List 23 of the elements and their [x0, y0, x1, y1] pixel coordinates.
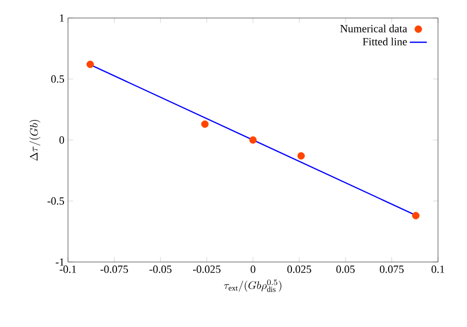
- x-tick-label: -0.05: [149, 266, 172, 273]
- point: [86, 60, 94, 68]
- x-tick-label: 0.025: [287, 266, 312, 273]
- point: [201, 120, 209, 128]
- y-tick-label: -0.5: [48, 197, 64, 205]
- legend-label: Numerical data: [340, 24, 408, 32]
- x-tick-label: 0.05: [336, 266, 355, 273]
- point: [249, 136, 257, 144]
- y-tick-label: -1: [56, 258, 64, 266]
- x-axis-title: $\tau_{\mathrm{ext}}/(Gb\rho_{\mathrm{dis}}^{0.5})$: [224, 280, 282, 292]
- point: [297, 152, 305, 160]
- x-tick-label: 0: [250, 266, 256, 273]
- legend-label: Fitted line: [362, 38, 407, 46]
- x-tick-label: 0.1: [432, 266, 444, 273]
- point: [412, 212, 420, 220]
- x-tick-label: -0.075: [100, 266, 128, 273]
- y-tick-label: 0.5: [51, 75, 64, 83]
- y-axis-title: $\Delta\tau/(Gb)$: [29, 120, 40, 161]
- y-tick-label: 1: [60, 14, 64, 22]
- x-tick-label: 0.075: [380, 266, 404, 273]
- x-tick-label: -0.1: [60, 266, 76, 273]
- x-tick-label: -0.025: [193, 266, 220, 273]
- y-tick-label: 0: [59, 136, 64, 144]
